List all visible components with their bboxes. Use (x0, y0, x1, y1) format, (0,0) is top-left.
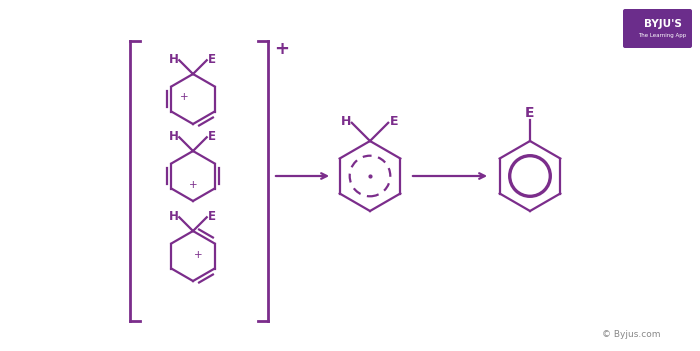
Text: The Learning App: The Learning App (638, 33, 687, 38)
Text: E: E (208, 53, 216, 66)
Text: E: E (390, 115, 398, 128)
Text: E: E (208, 130, 216, 143)
Text: © Byjus.com: © Byjus.com (601, 330, 660, 339)
Text: BYJU'S: BYJU'S (643, 19, 681, 29)
Text: E: E (525, 106, 535, 120)
Text: H: H (169, 210, 179, 223)
Text: H: H (341, 115, 351, 128)
Text: +: + (189, 180, 197, 190)
Text: +: + (274, 40, 290, 58)
Text: +: + (180, 92, 188, 101)
Text: H: H (169, 130, 179, 143)
FancyBboxPatch shape (623, 9, 692, 48)
Text: H: H (169, 53, 179, 66)
Text: E: E (208, 210, 216, 223)
Text: +: + (194, 250, 202, 260)
